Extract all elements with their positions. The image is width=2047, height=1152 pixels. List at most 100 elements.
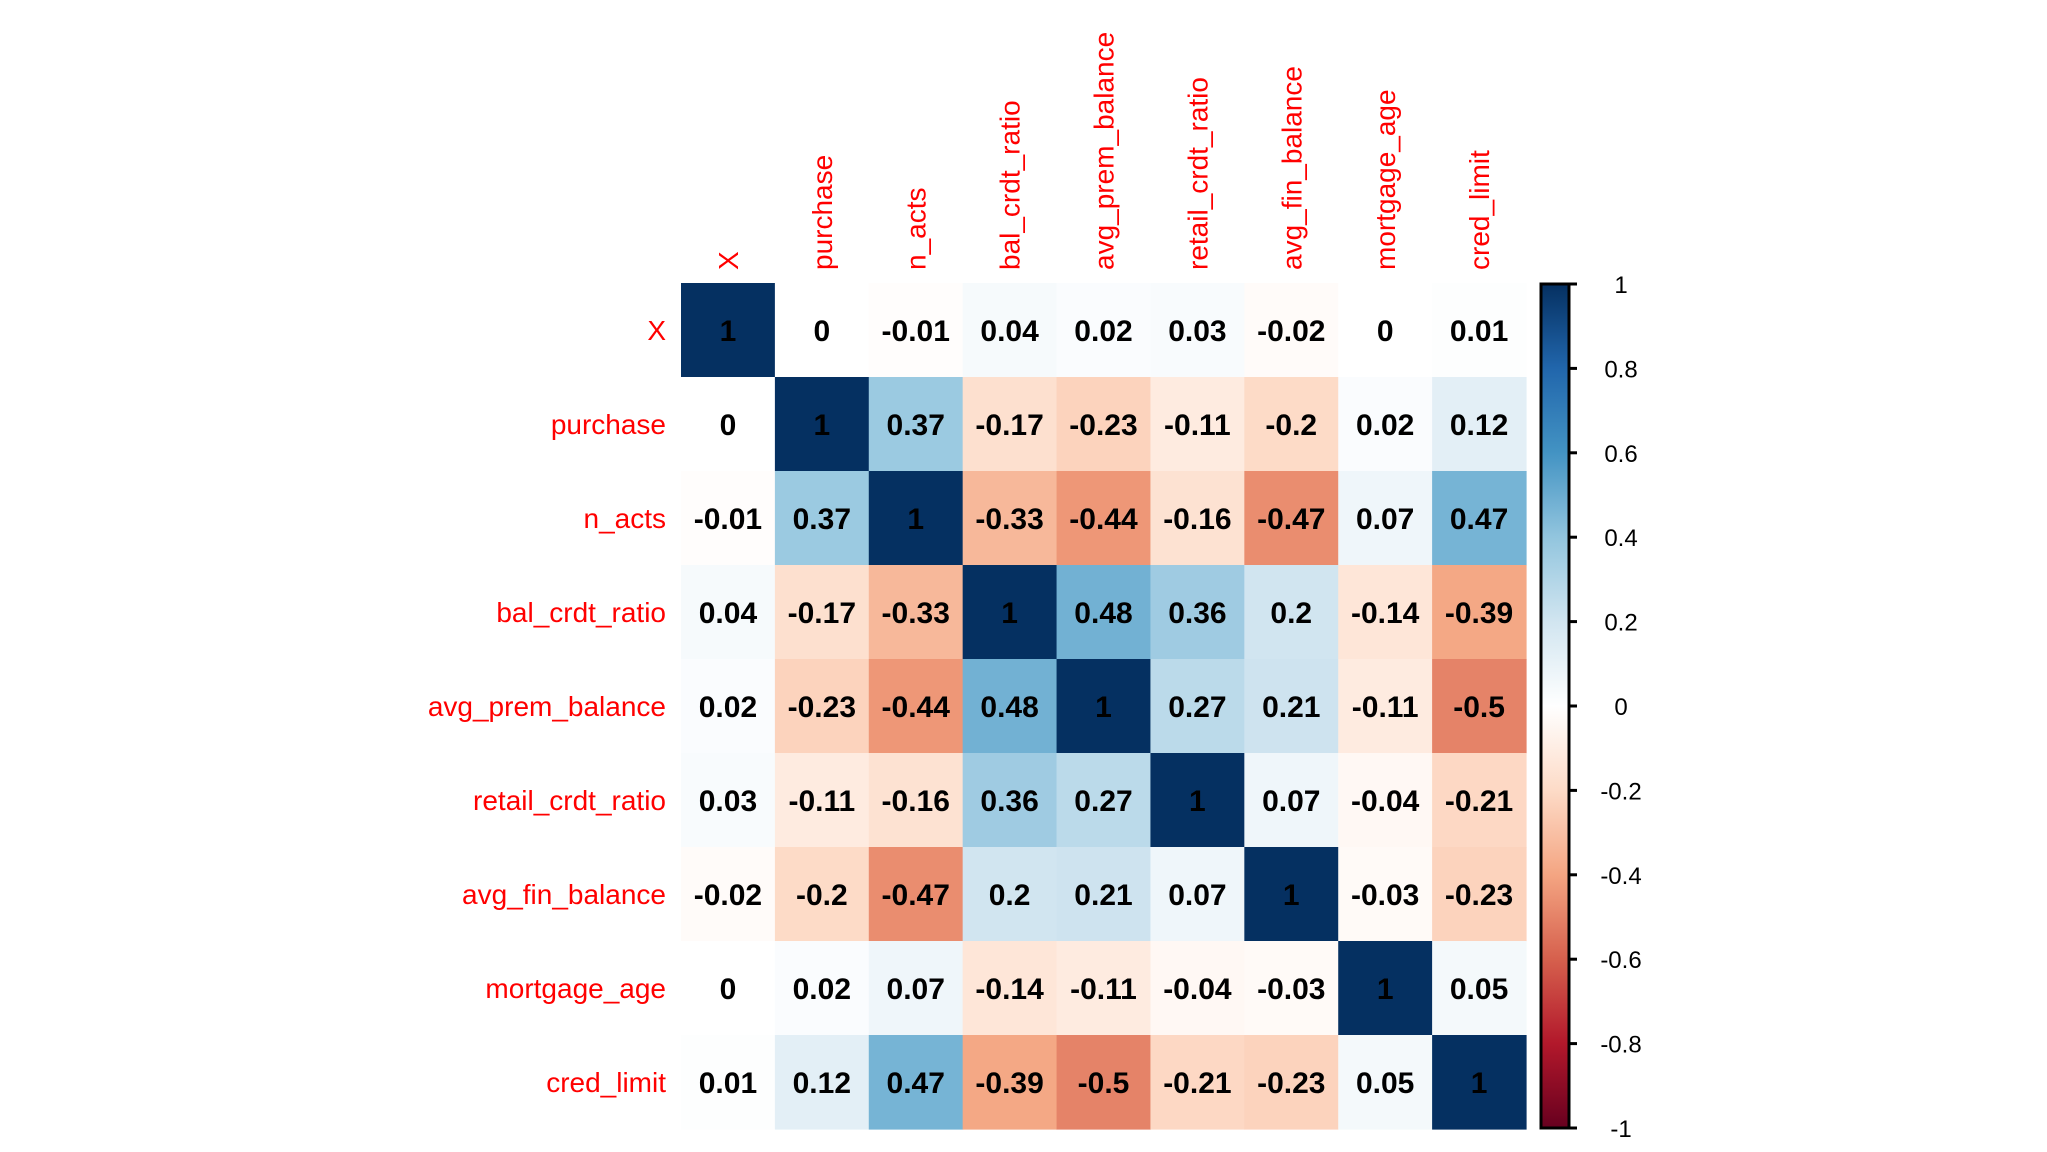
colorbar: 1 0.8 0.6 0.4 0.2 0 -0.2 -0.4 -0.6 -0.8 -1 — [1539, 272, 1642, 1143]
row-label: X — [647, 315, 666, 346]
cell-value-label: -0.16 — [1163, 503, 1231, 536]
cell-value-label: -0.23 — [1445, 879, 1513, 912]
cell-value-label: -0.2 — [796, 879, 848, 912]
cell-value-label: 0.37 — [793, 503, 851, 536]
colorbar-tick-label: -0.4 — [1600, 863, 1641, 890]
heatmap-cell — [681, 565, 776, 660]
cell-value-label: -0.39 — [975, 1067, 1043, 1100]
heatmap-cell — [1432, 471, 1527, 566]
heatmap-cell — [681, 377, 776, 472]
cell-value-label: 0.03 — [699, 785, 757, 818]
cell-value-label: 0 — [813, 315, 830, 348]
heatmap-cell — [962, 283, 1058, 378]
cell-value-label: 1 — [1471, 1067, 1488, 1100]
heatmap-cell — [774, 565, 870, 660]
heatmap-cell — [962, 847, 1058, 942]
heatmap-cell — [774, 941, 870, 1036]
cell-value-label: -0.2 — [1265, 409, 1317, 442]
cell-value-label: -0.17 — [975, 409, 1043, 442]
heatmap-cell — [1150, 753, 1245, 848]
heatmap-cell — [1244, 565, 1339, 660]
cell-value-label: -0.21 — [1445, 785, 1513, 818]
cell-value-label: -0.23 — [1069, 409, 1137, 442]
heatmap-cell — [1338, 377, 1433, 472]
cell-value-label: -0.02 — [694, 879, 762, 912]
heatmap-cell — [962, 1035, 1058, 1130]
column-label: avg_fin_balance — [1276, 66, 1307, 270]
cell-value-label: 0.48 — [980, 691, 1038, 724]
heatmap-cell — [1338, 753, 1433, 848]
column-label: retail_crdt_ratio — [1182, 77, 1213, 270]
heatmap-cell — [1244, 283, 1339, 378]
heatmap-cell — [681, 941, 776, 1036]
heatmap-cell — [681, 283, 776, 378]
cell-value-label: -0.5 — [1453, 691, 1505, 724]
cell-value-label: -0.03 — [1257, 973, 1325, 1006]
row-label: bal_crdt_ratio — [496, 597, 666, 628]
heatmap-cell — [1244, 1035, 1339, 1130]
cell-value-label: 0.12 — [793, 1067, 851, 1100]
cell-value-label: 1 — [813, 409, 830, 442]
cell-value-label: 0.21 — [1262, 691, 1320, 724]
cell-value-label: 0.27 — [1074, 785, 1132, 818]
cell-value-label: -0.44 — [882, 691, 951, 724]
heatmap-cell — [1150, 283, 1245, 378]
cell-value-label: 0.12 — [1450, 409, 1508, 442]
cell-value-label: 0.03 — [1168, 315, 1226, 348]
heatmap-cell — [868, 847, 964, 942]
cell-value-label: 0.07 — [1356, 503, 1414, 536]
heatmap-cell — [1150, 847, 1245, 942]
heatmap-cell — [1056, 753, 1152, 848]
heatmap-cell — [962, 377, 1058, 472]
cell-value-label: 0 — [720, 973, 737, 1006]
colorbar-tick-label: 0.4 — [1604, 525, 1637, 552]
heatmap-cell — [1056, 283, 1152, 378]
heatmap-cell — [1056, 1035, 1152, 1130]
heatmap-cell — [1056, 471, 1152, 566]
heatmap-cell — [962, 753, 1058, 848]
colorbar-tick-label: 0.2 — [1604, 610, 1637, 637]
cell-value-label: 0.02 — [793, 973, 851, 1006]
cell-value-label: 1 — [1283, 879, 1300, 912]
heatmap-cell — [868, 377, 964, 472]
heatmap-cell — [868, 283, 964, 378]
row-label: avg_fin_balance — [462, 879, 666, 910]
heatmap-cell — [868, 1035, 964, 1130]
heatmap-cell — [1150, 1035, 1245, 1130]
cell-value-label: -0.11 — [1164, 409, 1231, 442]
cell-value-label: 0.01 — [699, 1067, 757, 1100]
heatmap-cell — [1244, 377, 1339, 472]
heatmap-cell — [774, 1035, 870, 1130]
heatmap-cell — [1150, 941, 1245, 1036]
cell-value-label: -0.21 — [1163, 1067, 1231, 1100]
heatmap-cell — [962, 565, 1058, 660]
row-label: avg_prem_balance — [428, 691, 666, 722]
cell-value-label: 0.02 — [1356, 409, 1414, 442]
heatmap-cell — [774, 283, 870, 378]
heatmap-cell — [1244, 941, 1339, 1036]
cell-value-label: 0.02 — [699, 691, 757, 724]
cell-value-label: 1 — [1189, 785, 1206, 818]
colorbar-tick-label: 1 — [1614, 272, 1627, 299]
heatmap-cell — [868, 565, 964, 660]
heatmap-cell — [1244, 753, 1339, 848]
cell-value-label: -0.11 — [1070, 973, 1137, 1006]
heatmap-cell — [774, 377, 870, 472]
heatmap-cell — [1338, 283, 1433, 378]
cell-value-label: -0.47 — [1257, 503, 1325, 536]
heatmap-cell — [1432, 565, 1527, 660]
row-label: purchase — [551, 409, 666, 440]
heatmap-cell — [1432, 753, 1527, 848]
heatmap-cell — [1150, 471, 1245, 566]
cell-value-label: -0.02 — [1257, 315, 1325, 348]
row-label: n_acts — [584, 503, 667, 534]
cell-value-label: 0.07 — [1168, 879, 1226, 912]
heatmap-cell — [1056, 377, 1152, 472]
cell-value-label: -0.33 — [975, 503, 1043, 536]
heatmap-cell — [1432, 283, 1527, 378]
colorbar-tick-label: 0.6 — [1604, 441, 1637, 468]
cell-value-label: 0.37 — [887, 409, 945, 442]
cell-value-label: 1 — [1001, 597, 1018, 630]
